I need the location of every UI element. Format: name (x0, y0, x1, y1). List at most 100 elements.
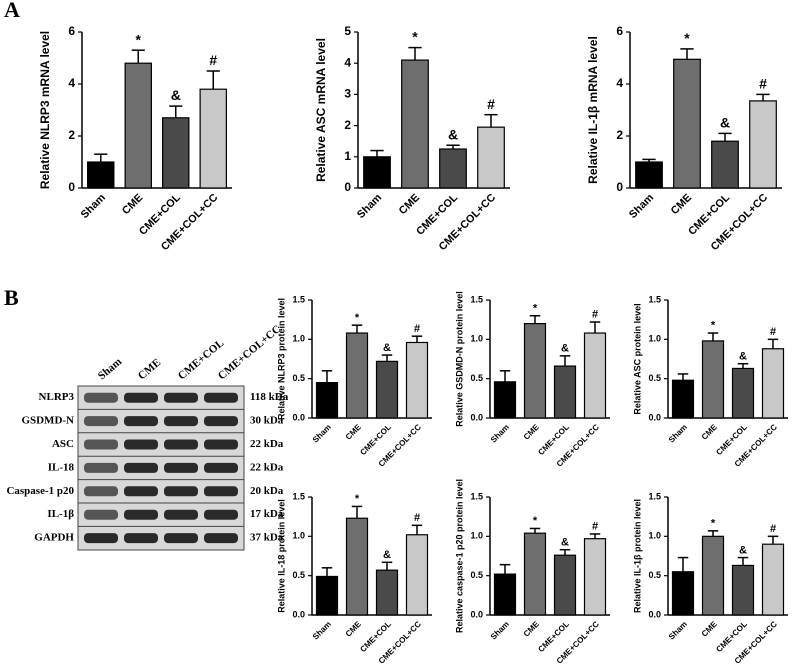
chart: 0.0 0.5 1.0 1.5 Relative caspase-1 p20 prote… (454, 479, 610, 666)
y-tick-label: 1.0 (470, 531, 483, 541)
y-tick-label: 1.0 (648, 531, 661, 541)
blot-band (164, 509, 198, 520)
size-label: 30 kDa (250, 415, 284, 427)
blot-band (84, 509, 118, 520)
blot-band (124, 509, 158, 520)
blot-band (84, 486, 118, 497)
bar (523, 323, 547, 419)
lane-label: Sham (96, 356, 124, 382)
bar (345, 332, 369, 419)
y-tick-label: 1.5 (292, 294, 305, 304)
y-tick-label: 2 (68, 128, 75, 142)
significance-mark: & (720, 115, 730, 131)
size-label: 17 kDa (250, 508, 284, 520)
significance-mark: # (770, 326, 776, 338)
y-axis-label: Relative IL-1β protein level (632, 499, 642, 613)
blot-band (204, 486, 238, 497)
x-tick-label: CME (700, 422, 720, 442)
significance-mark: # (592, 309, 598, 321)
y-axis-label: Relative NLRP3 protein level (276, 298, 286, 420)
y-tick-label: 5 (344, 24, 351, 38)
y-axis-label: Relative NLRP3 mRNA level (38, 31, 52, 189)
chart: 0.0 0.5 1.0 1.5 Relative NLRP3 protein level… (276, 294, 432, 469)
y-tick-label: 1.5 (470, 294, 483, 304)
protein-label: NLRP3 (39, 391, 75, 403)
lane-label: CME (136, 357, 163, 383)
x-tick-label: CME (669, 192, 694, 217)
y-tick-label: 1.5 (292, 491, 305, 501)
bar (493, 573, 517, 616)
y-tick-label: 0.0 (470, 609, 483, 619)
x-tick-label: Sham (489, 423, 511, 445)
significance-mark: # (487, 96, 495, 112)
x-tick-label: CME (522, 619, 542, 639)
blot-band (204, 392, 238, 403)
significance-mark: & (739, 350, 747, 362)
y-axis-label: Relative GSDMD-N protein level (454, 291, 464, 427)
y-tick-label: 6 (616, 24, 623, 38)
y-axis-label: Relative caspase-1 p20 protein level (454, 479, 464, 633)
blot-band (164, 533, 198, 544)
y-tick-label: 1.0 (292, 531, 305, 541)
significance-mark: * (711, 320, 716, 332)
chart: 0.0 0.5 1.0 1.5 Relative IL-18 protein level… (276, 491, 432, 666)
y-axis-label: Relative IL-18 protein level (276, 499, 286, 613)
chart: 0.0 0.5 1.0 1.5 Relative GSDMD-N protein lev… (454, 291, 610, 469)
significance-mark: * (684, 30, 690, 46)
y-tick-label: 0.0 (648, 609, 661, 619)
blot-band (204, 533, 238, 544)
x-tick-label: Sham (627, 192, 656, 221)
blot-band (164, 392, 198, 403)
significance-mark: # (414, 323, 420, 335)
bar (761, 348, 785, 419)
x-tick-label: Sham (311, 423, 333, 445)
bar (731, 564, 755, 616)
blot-band (124, 533, 158, 544)
blot-band (164, 486, 198, 497)
bar (405, 534, 429, 616)
blot-band (204, 439, 238, 450)
x-tick-label: CME (700, 619, 720, 639)
bar (199, 88, 227, 189)
size-label: 22 kDa (250, 438, 284, 450)
y-tick-label: 1.0 (470, 334, 483, 344)
significance-mark: & (739, 544, 747, 556)
x-tick-label: CME (120, 192, 145, 217)
blot-band (204, 462, 238, 473)
protein-label: GAPDH (34, 532, 74, 544)
x-tick-label: Sham (355, 192, 384, 221)
significance-mark: & (171, 87, 181, 103)
blot-band (124, 416, 158, 427)
significance-mark: & (561, 343, 569, 355)
blot-band (84, 392, 118, 403)
bar (711, 140, 739, 189)
significance-mark: & (383, 342, 391, 354)
significance-mark: * (355, 312, 360, 324)
blot-band (204, 509, 238, 520)
y-tick-label: 0.0 (292, 412, 305, 422)
protein-label: ASC (52, 438, 74, 450)
bar (87, 161, 115, 189)
x-tick-label: CME (522, 422, 542, 442)
lane-label: CME+COL+CC (216, 323, 283, 382)
panel-label: A (4, 0, 20, 22)
significance-mark: * (412, 29, 418, 45)
y-tick-label: 0.0 (648, 412, 661, 422)
chart: 0.0 0.5 1.0 1.5 Relative IL-1β protein level… (632, 491, 788, 666)
y-tick-label: 4 (68, 76, 75, 90)
y-tick-label: 0.5 (470, 570, 483, 580)
size-label: 20 kDa (250, 485, 284, 497)
y-tick-label: 1.5 (648, 491, 661, 501)
bar (124, 62, 152, 189)
bar (315, 382, 339, 419)
chart: 0.0 0.5 1.0 1.5 Relative ASC protein level Sh… (632, 294, 788, 469)
y-tick-label: 0.5 (470, 373, 483, 383)
blot-band (84, 439, 118, 450)
y-tick-label: 6 (68, 24, 75, 38)
significance-mark: & (561, 536, 569, 548)
size-label: 118 kDa (250, 391, 289, 403)
bar (583, 332, 607, 419)
